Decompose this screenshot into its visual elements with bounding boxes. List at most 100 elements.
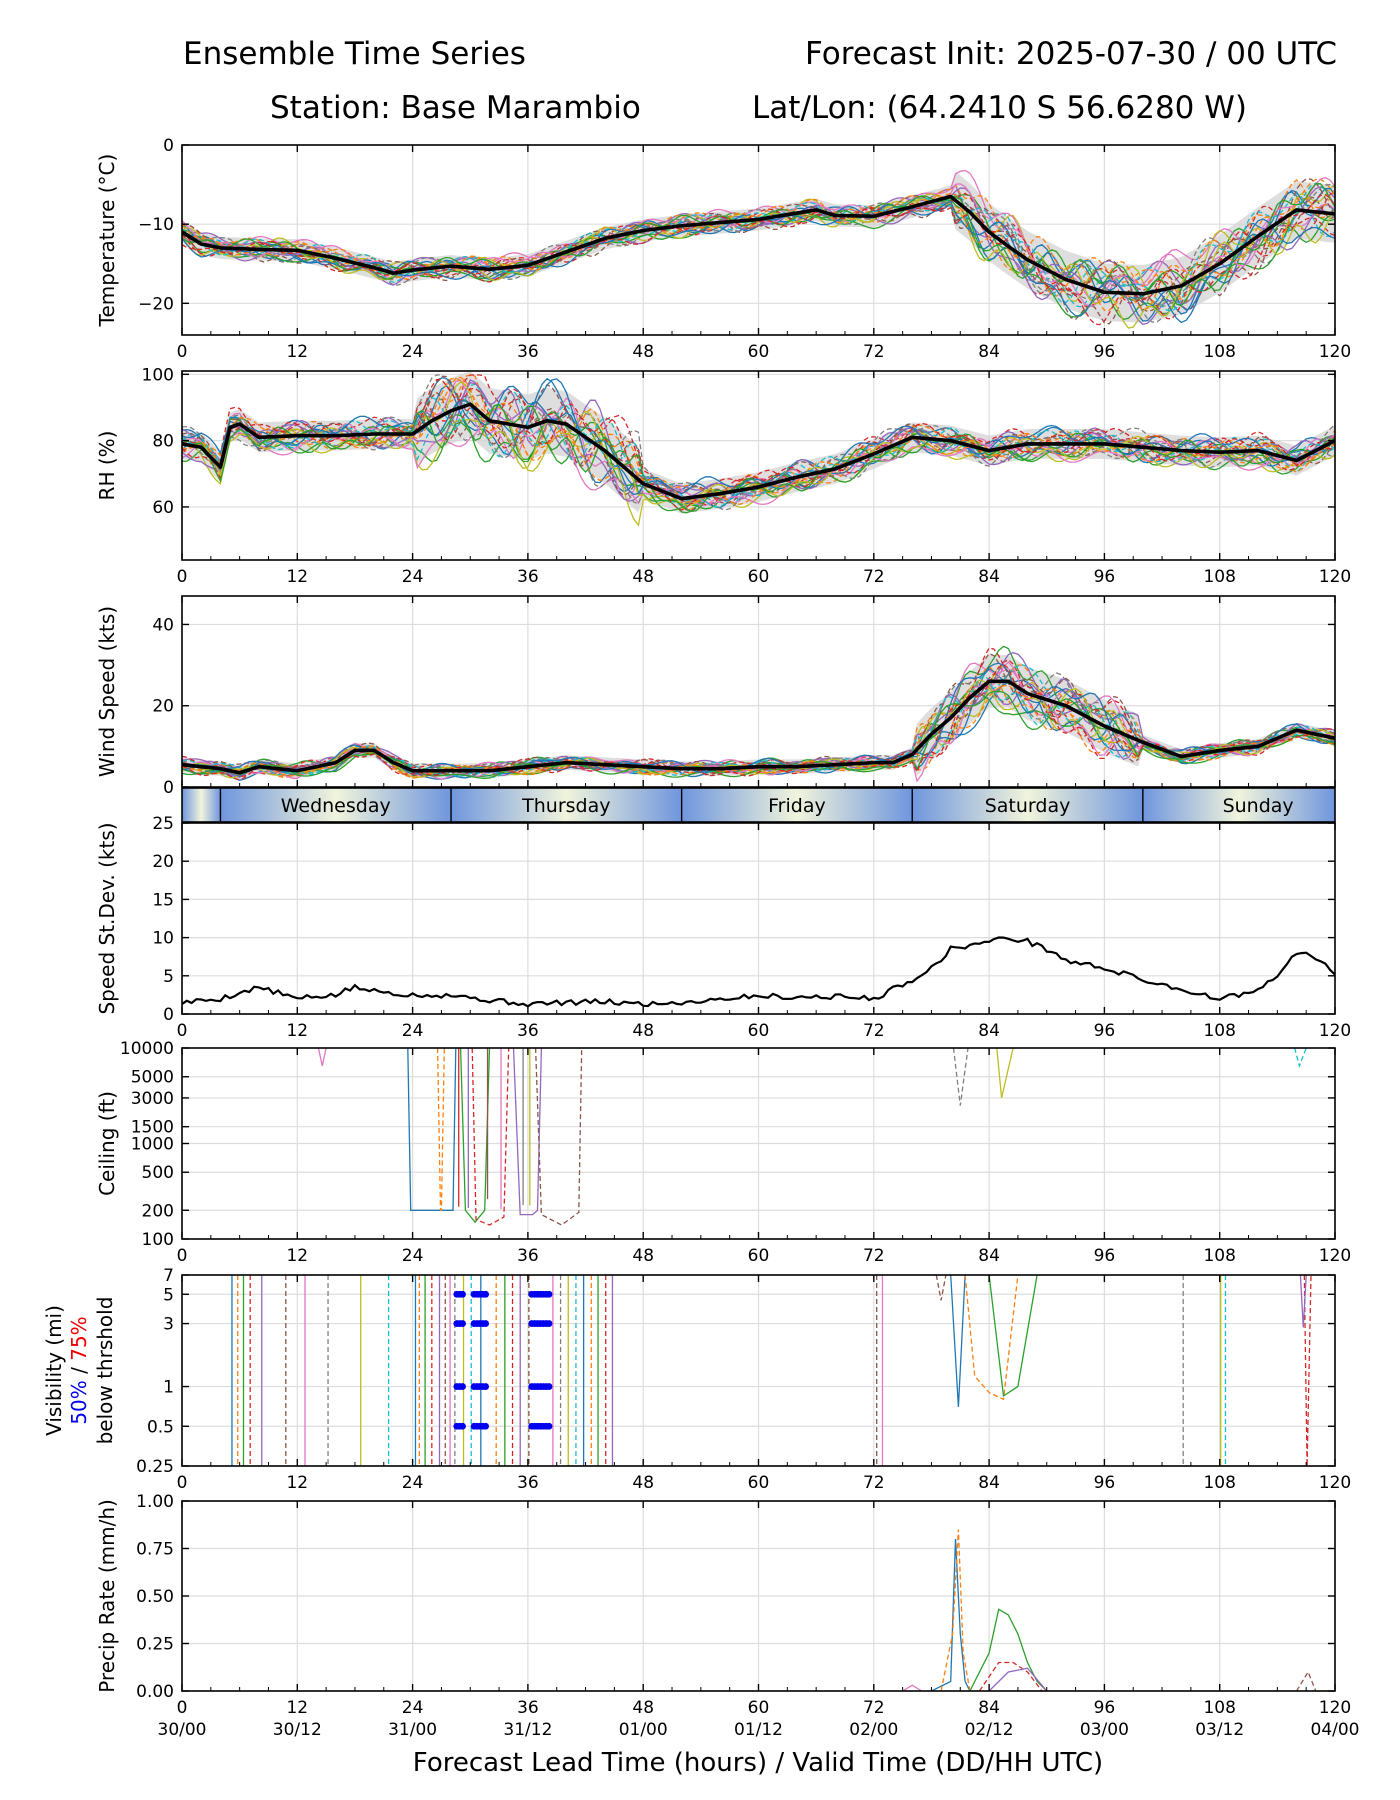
x-tick-label: 72 <box>863 1021 885 1041</box>
member-line <box>1299 1275 1307 1328</box>
member-line <box>950 1275 966 1408</box>
ensemble-member-line <box>182 178 1335 300</box>
member-line <box>534 1048 583 1226</box>
x-tick-label: 72 <box>863 1246 885 1266</box>
y-axis-label: Temperature (°C) <box>95 154 119 328</box>
grid-panel-6 <box>181 1274 1336 1467</box>
y-tick-label: 10 <box>152 929 174 949</box>
x-tick-label: 120 <box>1319 1021 1351 1041</box>
y-tick-label: 1 <box>163 1378 174 1398</box>
y-tick-label: 5 <box>163 967 174 987</box>
day-band: Wednesday Thursday Friday Saturday Sunday <box>181 787 1336 823</box>
y-tick-label: 3000 <box>131 1089 174 1109</box>
ensemble-member-line <box>182 189 1335 311</box>
member-line <box>952 1048 969 1106</box>
x-tick-label: 36 <box>517 1698 539 1718</box>
ensemble-member-line <box>182 374 1335 496</box>
x-tick-label: 48 <box>632 1698 654 1718</box>
spread-band <box>182 655 1335 781</box>
x-tick-label: 12 <box>286 1021 308 1041</box>
panel-3: 0 20 40 Wind Speed (kts) <box>95 595 1336 798</box>
ensemble-member-line <box>182 193 1335 326</box>
y-tick-label: 500 <box>142 1163 174 1183</box>
x-tick-label: 24 <box>402 1246 424 1266</box>
y-axis-panel-4: 0 5 10 15 20 25 <box>152 814 1335 1025</box>
threshold-point <box>459 1290 466 1298</box>
day-segment <box>912 788 1143 822</box>
x-tick-label: 96 <box>1094 1246 1116 1266</box>
day-label: Thursday <box>521 795 610 817</box>
x-tick-label: 60 <box>748 1473 770 1493</box>
x-tick-label: 108 <box>1203 567 1235 587</box>
x-axis-panel-6: 0 12 24 36 48 60 72 84 96 108 120 <box>177 1275 1351 1493</box>
threshold-point <box>482 1422 490 1430</box>
x-tick-label: 24 <box>402 1021 424 1041</box>
y-axis-panel-1: 0 −10 −20 <box>138 136 1335 314</box>
y-tick-label: 0.25 <box>136 1635 174 1655</box>
y-tick-label: 40 <box>152 615 174 635</box>
member-events <box>317 1048 1307 1226</box>
day-band-lead <box>182 788 221 822</box>
x-axis-panel-5: 0 12 24 36 48 60 72 84 96 108 120 <box>177 1048 1351 1266</box>
y-axis-label-threshold: below thrshold <box>93 1297 117 1445</box>
y-axis-label: Ceiling (ft) <box>95 1091 119 1196</box>
spread-band <box>182 371 1335 514</box>
member-line <box>1296 1670 1317 1691</box>
y-tick-label: 0.75 <box>136 1540 174 1560</box>
x-tick-label: 120 <box>1319 1473 1351 1493</box>
ensemble-mean-line <box>182 194 1335 296</box>
y-tick-label: −10 <box>138 215 174 235</box>
x-tick-label: 120 <box>1319 342 1351 362</box>
y-tick-label: 0.5 <box>147 1417 174 1437</box>
ensemble-member-line <box>182 690 1335 779</box>
y-tick-label: 80 <box>152 432 174 452</box>
y-tick-label: 15 <box>152 890 174 910</box>
member-line <box>436 1048 445 1211</box>
y-tick-label: 0 <box>163 136 174 156</box>
x-tick-label: 24 <box>402 567 424 587</box>
x-tick-label: 96 <box>1094 1698 1116 1718</box>
x-tick-label: 60 <box>748 1246 770 1266</box>
y-axis-panel-3: 0 20 40 <box>152 615 1335 798</box>
ensemble-member-line <box>182 675 1335 778</box>
x-tick-label: 84 <box>978 342 1000 362</box>
panel-2: 100 80 60 0 12 24 36 48 60 72 84 96 108 120 RH (%) <box>95 365 1351 587</box>
y-tick-label: 7 <box>163 1266 174 1286</box>
day-segment <box>220 788 452 822</box>
threshold-point <box>545 1320 553 1327</box>
x-axis-label: Forecast Lead Time (hours) / Valid Time … <box>413 1748 1103 1778</box>
ensemble-member-line <box>182 391 1335 512</box>
ensemble-mean-line <box>182 679 1335 775</box>
x-tick-label: 60 <box>748 1698 770 1718</box>
y-tick-label: 20 <box>152 697 174 717</box>
member-events <box>902 1529 1317 1691</box>
x-tick-label: 36 <box>517 567 539 587</box>
threshold-point <box>459 1320 466 1327</box>
x-tick-label: 72 <box>863 342 885 362</box>
y-tick-label: 0.25 <box>136 1457 174 1477</box>
x-tick-label: 36 <box>517 1246 539 1266</box>
y-tick-label: 0 <box>163 1005 174 1025</box>
valid-time-label: 02/12 <box>965 1720 1014 1740</box>
x-tick-label: 108 <box>1203 342 1235 362</box>
title-ensemble: Ensemble Time Series <box>183 36 526 72</box>
valid-time-label: 01/00 <box>619 1720 668 1740</box>
day-segment <box>1142 788 1335 822</box>
member-line <box>964 1275 1019 1401</box>
x-tick-label: 0 <box>177 1246 188 1266</box>
title-latlon: Lat/Lon: (64.2410 S 56.6280 W) <box>752 90 1247 126</box>
title-forecast-init: Forecast Init: 2025-07-30 / 00 UTC <box>805 36 1337 72</box>
member-events <box>231 1275 1312 1466</box>
day-band-frame <box>181 787 1336 823</box>
threshold-point <box>545 1422 553 1430</box>
x-tick-label: 96 <box>1094 1473 1116 1493</box>
x-tick-label: 72 <box>863 567 885 587</box>
y-tick-label: 60 <box>152 498 174 518</box>
ensemble-member-line <box>182 378 1335 511</box>
panel-4: 0 5 10 15 20 25 0 12 24 36 48 60 72 84 96 108 120 Speed S… <box>95 814 1351 1041</box>
y-axis-label: Visibility (mi) <box>42 1305 66 1436</box>
valid-time-label: 01/12 <box>734 1720 783 1740</box>
y-tick-label: 0.00 <box>136 1682 174 1702</box>
y-tick-label: 100 <box>142 1230 174 1250</box>
